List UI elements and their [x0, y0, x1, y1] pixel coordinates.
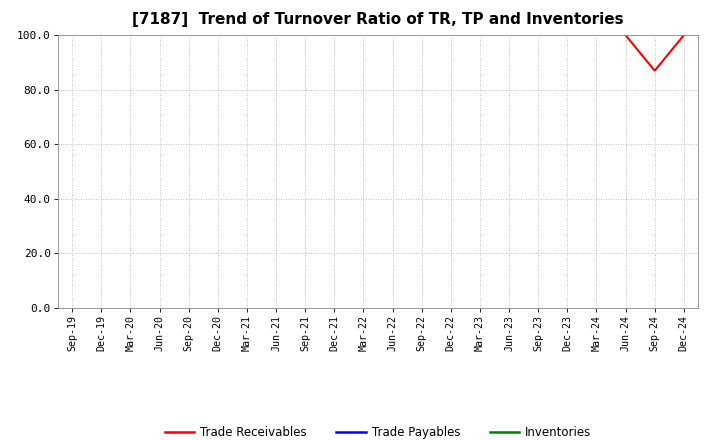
Title: [7187]  Trend of Turnover Ratio of TR, TP and Inventories: [7187] Trend of Turnover Ratio of TR, TP…: [132, 12, 624, 27]
Legend: Trade Receivables, Trade Payables, Inventories: Trade Receivables, Trade Payables, Inven…: [160, 422, 596, 440]
